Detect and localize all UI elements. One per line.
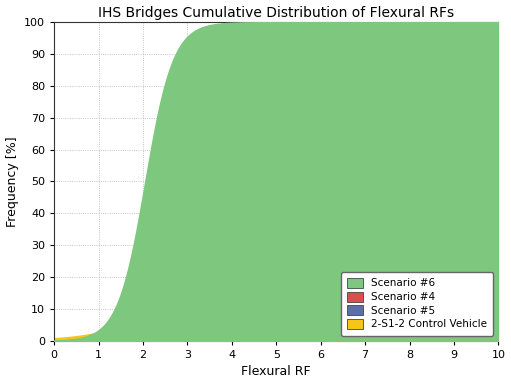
Title: IHS Bridges Cumulative Distribution of Flexural RFs: IHS Bridges Cumulative Distribution of F…	[98, 5, 454, 20]
X-axis label: Flexural RF: Flexural RF	[242, 366, 311, 379]
Legend: Scenario #6, Scenario #4, Scenario #5, 2-S1-2 Control Vehicle: Scenario #6, Scenario #4, Scenario #5, 2…	[341, 271, 493, 336]
Y-axis label: Frequency [%]: Frequency [%]	[6, 136, 18, 227]
